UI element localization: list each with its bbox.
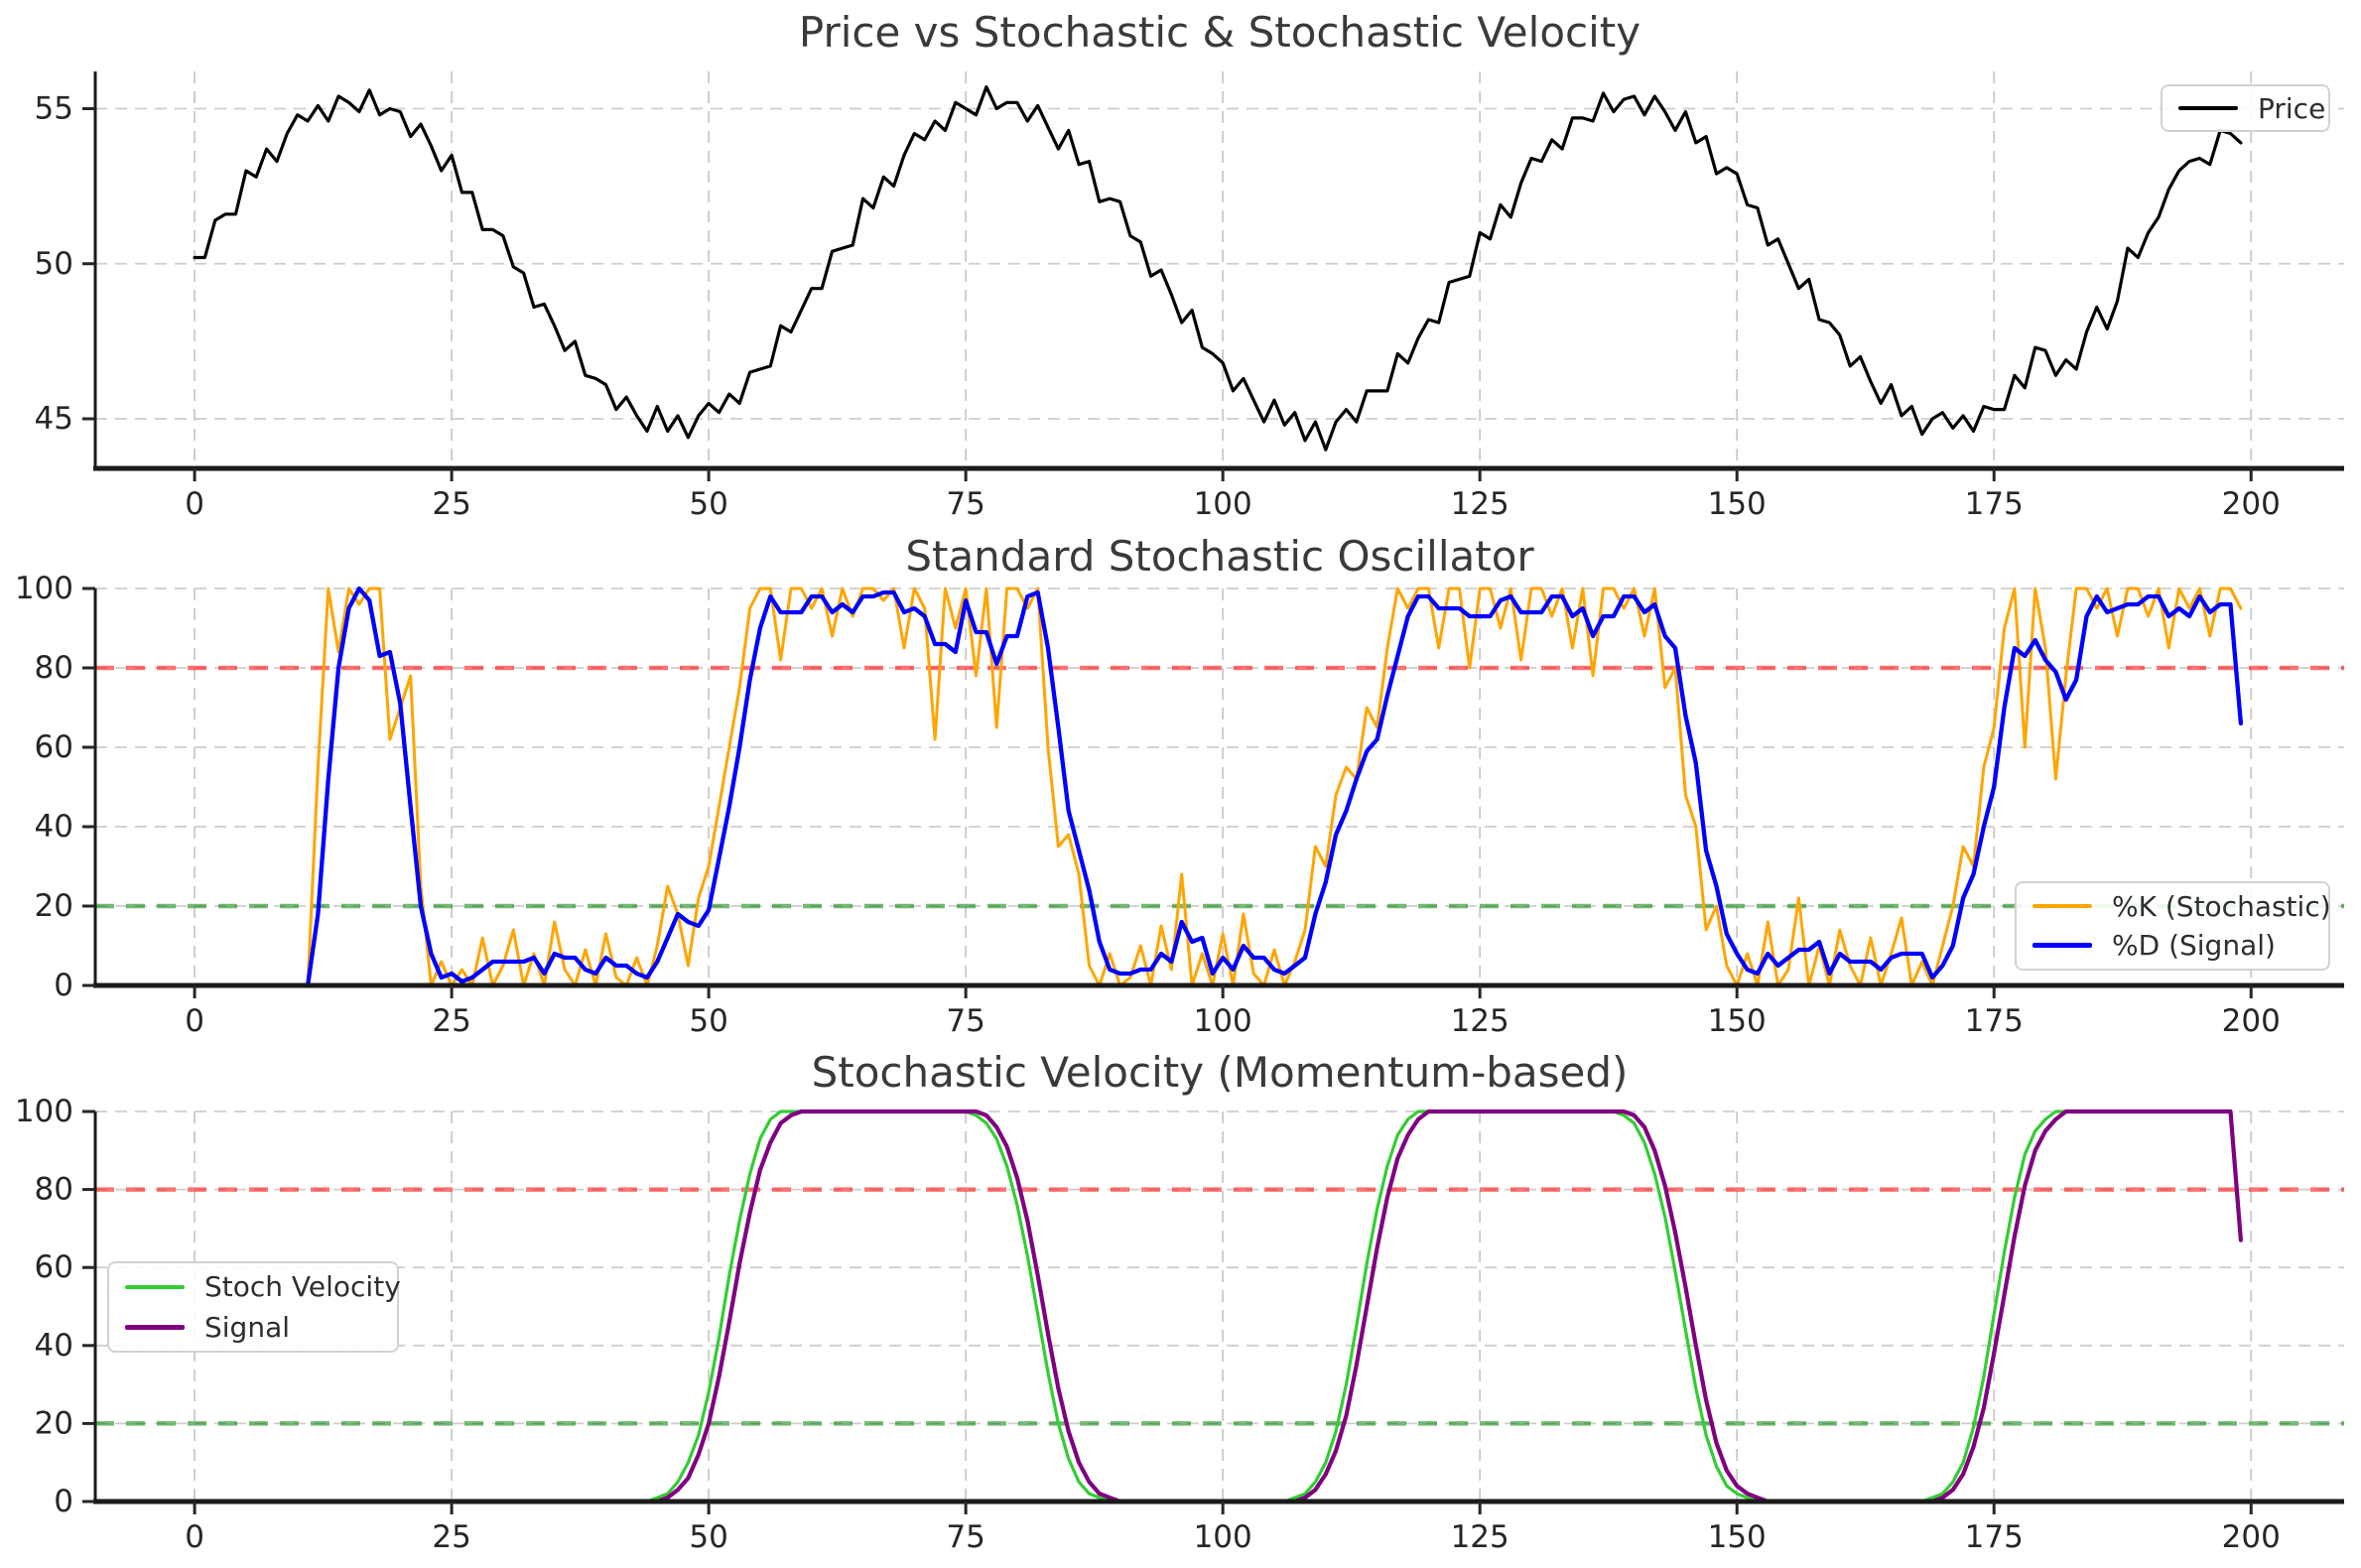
legend-row-price: Price [2178, 92, 2325, 125]
stochastic-chart-title: Standard Stochastic Oscillator [905, 532, 1534, 581]
signal-line [193, 1109, 2243, 1504]
chart-panel-2: 0 25 50 75 100 125 150 175 200 0 20 40 60 80 100 [15, 1094, 2344, 1555]
percent-k-line-swatch [2033, 904, 2092, 909]
x-tick-label: 125 [1451, 1003, 1509, 1039]
y-tick-label: 20 [35, 888, 73, 924]
percent-d-line-swatch [2033, 943, 2092, 949]
signal-legend-label: Signal [204, 1310, 291, 1344]
x-tick-label: 25 [432, 1003, 470, 1039]
legend-row-signal: Signal [125, 1311, 381, 1344]
x-tick-label: 150 [1708, 486, 1767, 522]
chart-panel-0: 0 25 50 75 100 125 150 175 200 45 50 55 [35, 71, 2344, 522]
legend-row-percent-d: %D (Signal) [2033, 929, 2312, 962]
x-tick-label: 25 [432, 1519, 470, 1555]
y-tick-label: 45 [35, 401, 73, 437]
x-tick-label: 200 [2222, 1519, 2281, 1555]
x-tick-label: 100 [1194, 1519, 1252, 1555]
d-signal-line [192, 586, 2244, 988]
x-tick-label: 25 [432, 486, 470, 522]
k-stochastic-line [193, 587, 2243, 987]
y-tick-label: 50 [35, 246, 73, 282]
x-tick-label: 150 [1708, 1519, 1767, 1555]
price-line [193, 84, 2243, 452]
x-tick-label: 150 [1708, 1003, 1767, 1039]
x-tick-label: 175 [1965, 1003, 2024, 1039]
y-tick-label: 100 [15, 571, 73, 606]
y-tick-label: 20 [35, 1405, 73, 1441]
y-tick-label: 40 [35, 809, 73, 845]
x-tick-label: 75 [946, 1003, 984, 1039]
x-tick-label: 200 [2222, 1003, 2281, 1039]
y-tick-label: 60 [35, 1249, 73, 1285]
stochastic-legend: %K (Stochastic) %D (Signal) [2015, 881, 2331, 971]
y-tick-label: 0 [54, 968, 73, 1003]
price-chart-title: Price vs Stochastic & Stochastic Velocit… [798, 8, 1641, 57]
x-tick-label: 175 [1965, 1519, 2024, 1555]
x-tick-label: 125 [1451, 486, 1509, 522]
y-tick-label: 55 [35, 91, 73, 127]
signal-line-swatch [125, 1324, 185, 1330]
legend-row-stoch-velocity: Stoch Velocity [125, 1270, 401, 1303]
legend-row-percent-k: %K (Stochastic) [2033, 890, 2331, 923]
price-legend: Price [2161, 84, 2330, 132]
x-tick-label: 75 [946, 486, 984, 522]
x-tick-label: 0 [185, 1003, 204, 1039]
chart-panel-1: 0 25 50 75 100 125 150 175 200 0 20 40 60 80 100 [15, 571, 2344, 1039]
y-tick-label: 100 [15, 1094, 73, 1129]
stoch-velocity-line-swatch [125, 1284, 185, 1289]
x-tick-label: 50 [689, 486, 727, 522]
x-tick-label: 125 [1451, 1519, 1509, 1555]
x-tick-label: 75 [946, 1519, 984, 1555]
x-tick-label: 100 [1194, 1003, 1252, 1039]
percent-k-legend-label: %K (Stochastic) [2112, 889, 2331, 923]
price-line-swatch [2178, 106, 2238, 110]
y-tick-label: 60 [35, 729, 73, 765]
y-tick-label: 0 [54, 1484, 73, 1519]
velocity-chart-title: Stochastic Velocity (Momentum-based) [811, 1048, 1629, 1097]
x-tick-label: 0 [185, 1519, 204, 1555]
x-tick-label: 50 [689, 1003, 727, 1039]
y-tick-label: 80 [35, 1172, 73, 1208]
x-tick-label: 200 [2222, 486, 2281, 522]
x-tick-label: 100 [1194, 486, 1252, 522]
x-tick-label: 0 [185, 486, 204, 522]
y-tick-label: 80 [35, 650, 73, 686]
stoch-velocity-legend-label: Stoch Velocity [204, 1270, 401, 1304]
price-legend-label: Price [2258, 91, 2326, 125]
percent-d-legend-label: %D (Signal) [2112, 929, 2276, 963]
velocity-legend: Stoch Velocity Signal [107, 1261, 401, 1353]
x-tick-label: 175 [1965, 486, 2024, 522]
y-tick-label: 40 [35, 1328, 73, 1364]
x-tick-label: 50 [689, 1519, 727, 1555]
stoch-velocity-line [193, 1110, 2243, 1503]
